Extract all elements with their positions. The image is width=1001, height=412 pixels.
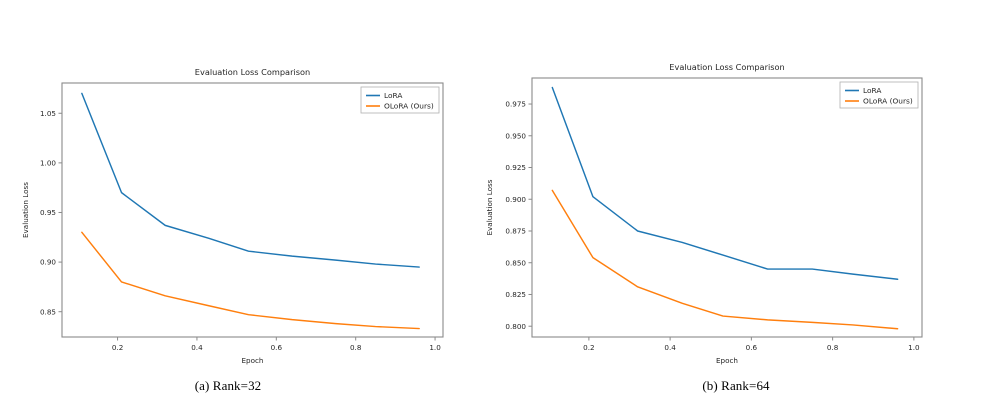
x-tick-label: 0.2 — [112, 343, 123, 352]
x-tick-label: 1.0 — [429, 343, 441, 352]
y-tick-label: 0.975 — [505, 100, 526, 109]
legend-label-olora: OLoRA (Ours) — [863, 97, 913, 106]
plot-frame — [531, 77, 923, 338]
series-line-olora — [551, 189, 899, 330]
x-axis-label: Epoch — [716, 356, 738, 365]
y-tick-label: 0.825 — [505, 290, 526, 299]
y-tick-label: 0.900 — [505, 195, 526, 204]
y-tick-label: 0.925 — [505, 163, 526, 172]
x-axis-label: Epoch — [241, 356, 263, 365]
chart-panel-rank64: Evaluation Loss Comparison 0.2 0.4 0.6 0.8 1.… — [470, 0, 970, 412]
legend-box — [839, 81, 919, 109]
y-tick-label: 0.95 — [40, 208, 56, 217]
y-tick-label: 0.85 — [40, 307, 56, 316]
x-tick-label: 0.6 — [746, 343, 758, 352]
legend-label-lora: LoRA — [384, 91, 402, 100]
y-tick-label: 0.800 — [505, 322, 526, 331]
y-tick-label: 0.90 — [40, 258, 56, 267]
chart-title: Evaluation Loss Comparison — [195, 67, 310, 77]
evaluation-loss-chart-rank32: Evaluation Loss Comparison 0.2 0.4 0.6 0.8 1.… — [21, 67, 444, 365]
evaluation-loss-chart-rank64: Evaluation Loss Comparison 0.2 0.4 0.6 0.8 1.… — [485, 62, 923, 365]
y-tick-label: 1.05 — [40, 109, 56, 118]
figure-caption-a: (a) Rank=32 — [194, 378, 262, 393]
series-line-lora — [551, 86, 899, 280]
chart-title: Evaluation Loss Comparison — [669, 62, 784, 72]
legend-box — [360, 86, 440, 114]
legend-label-lora: LoRA — [863, 86, 881, 95]
y-tick-label: 0.875 — [505, 227, 526, 236]
y-tick-label: 1.00 — [40, 158, 56, 167]
y-tick-label: 0.950 — [505, 131, 526, 140]
x-tick-label: 0.4 — [664, 343, 676, 352]
y-axis-label: Evaluation Loss — [485, 179, 494, 235]
figure-caption-b: (b) Rank=64 — [702, 378, 770, 393]
plot-frame — [61, 82, 444, 338]
x-tick-label: 0.2 — [583, 343, 594, 352]
series-line-lora — [81, 92, 420, 268]
x-tick-label: 0.4 — [191, 343, 203, 352]
x-tick-label: 0.6 — [271, 343, 283, 352]
x-tick-label: 0.8 — [350, 343, 362, 352]
y-axis-label: Evaluation Loss — [21, 182, 30, 238]
legend-label-olora: OLoRA (Ours) — [384, 102, 434, 111]
series-line-olora — [81, 231, 420, 330]
y-tick-label: 0.850 — [505, 258, 526, 267]
x-tick-label: 1.0 — [908, 343, 920, 352]
chart-panel-rank32: Evaluation Loss Comparison 0.2 0.4 0.6 0.8 1.… — [0, 0, 500, 412]
x-tick-label: 0.8 — [827, 343, 839, 352]
